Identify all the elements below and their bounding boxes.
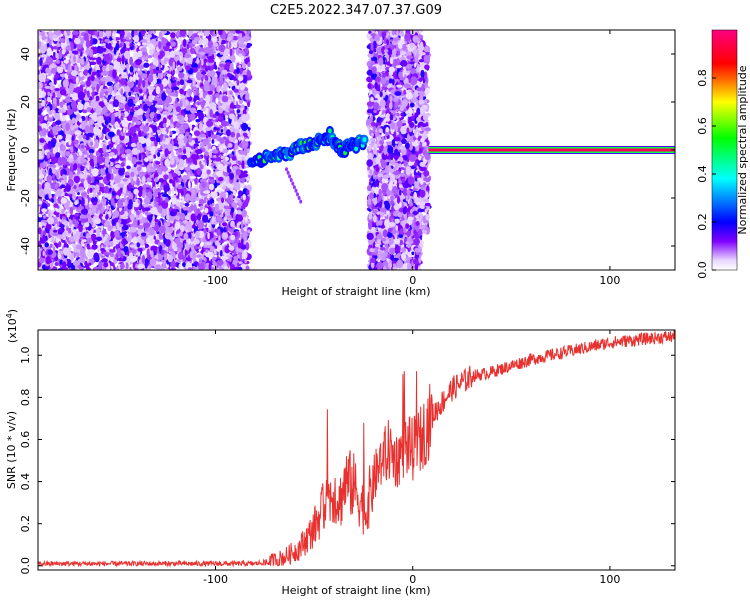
noise-cell	[207, 193, 211, 199]
noise-cell	[73, 139, 79, 145]
noise-cell	[59, 213, 63, 220]
noise-cell	[128, 134, 133, 143]
heatmap-cells	[38, 30, 675, 270]
noise-cell	[53, 51, 56, 57]
noise-cell	[47, 211, 51, 217]
noise-cell	[48, 125, 53, 130]
noise-cell	[233, 213, 236, 221]
noise-cell	[157, 192, 161, 199]
noise-cell	[52, 96, 57, 105]
noise-cell	[166, 214, 170, 220]
noise-cell	[58, 138, 62, 143]
noise-cell	[220, 87, 225, 91]
noise-cell	[135, 93, 138, 103]
noise-cell	[214, 65, 218, 70]
noise-cell	[38, 31, 42, 37]
noise-cell	[158, 232, 163, 239]
noise-cell	[204, 207, 209, 214]
chart-title: C2E5.2022.347.07.37.G09	[270, 3, 442, 18]
noise-cell	[38, 53, 41, 57]
noise-cell	[211, 202, 215, 206]
noise-cell	[170, 92, 177, 97]
noise-cell	[70, 171, 73, 179]
noise-cell	[96, 39, 100, 46]
noise-cell	[126, 165, 131, 170]
noise-cell	[220, 227, 224, 233]
noise-cell	[192, 265, 196, 270]
noise-cell	[137, 114, 143, 121]
noise-cell	[99, 30, 104, 38]
noise-cell	[158, 73, 162, 80]
noise-cell	[168, 178, 174, 184]
noise-cell	[46, 47, 52, 57]
noise-cell	[211, 139, 215, 144]
noise-cell	[47, 96, 51, 103]
noise-cell	[147, 55, 153, 59]
noise-cell	[176, 80, 181, 86]
noise-cell	[107, 94, 111, 100]
noise-cell	[166, 206, 169, 216]
